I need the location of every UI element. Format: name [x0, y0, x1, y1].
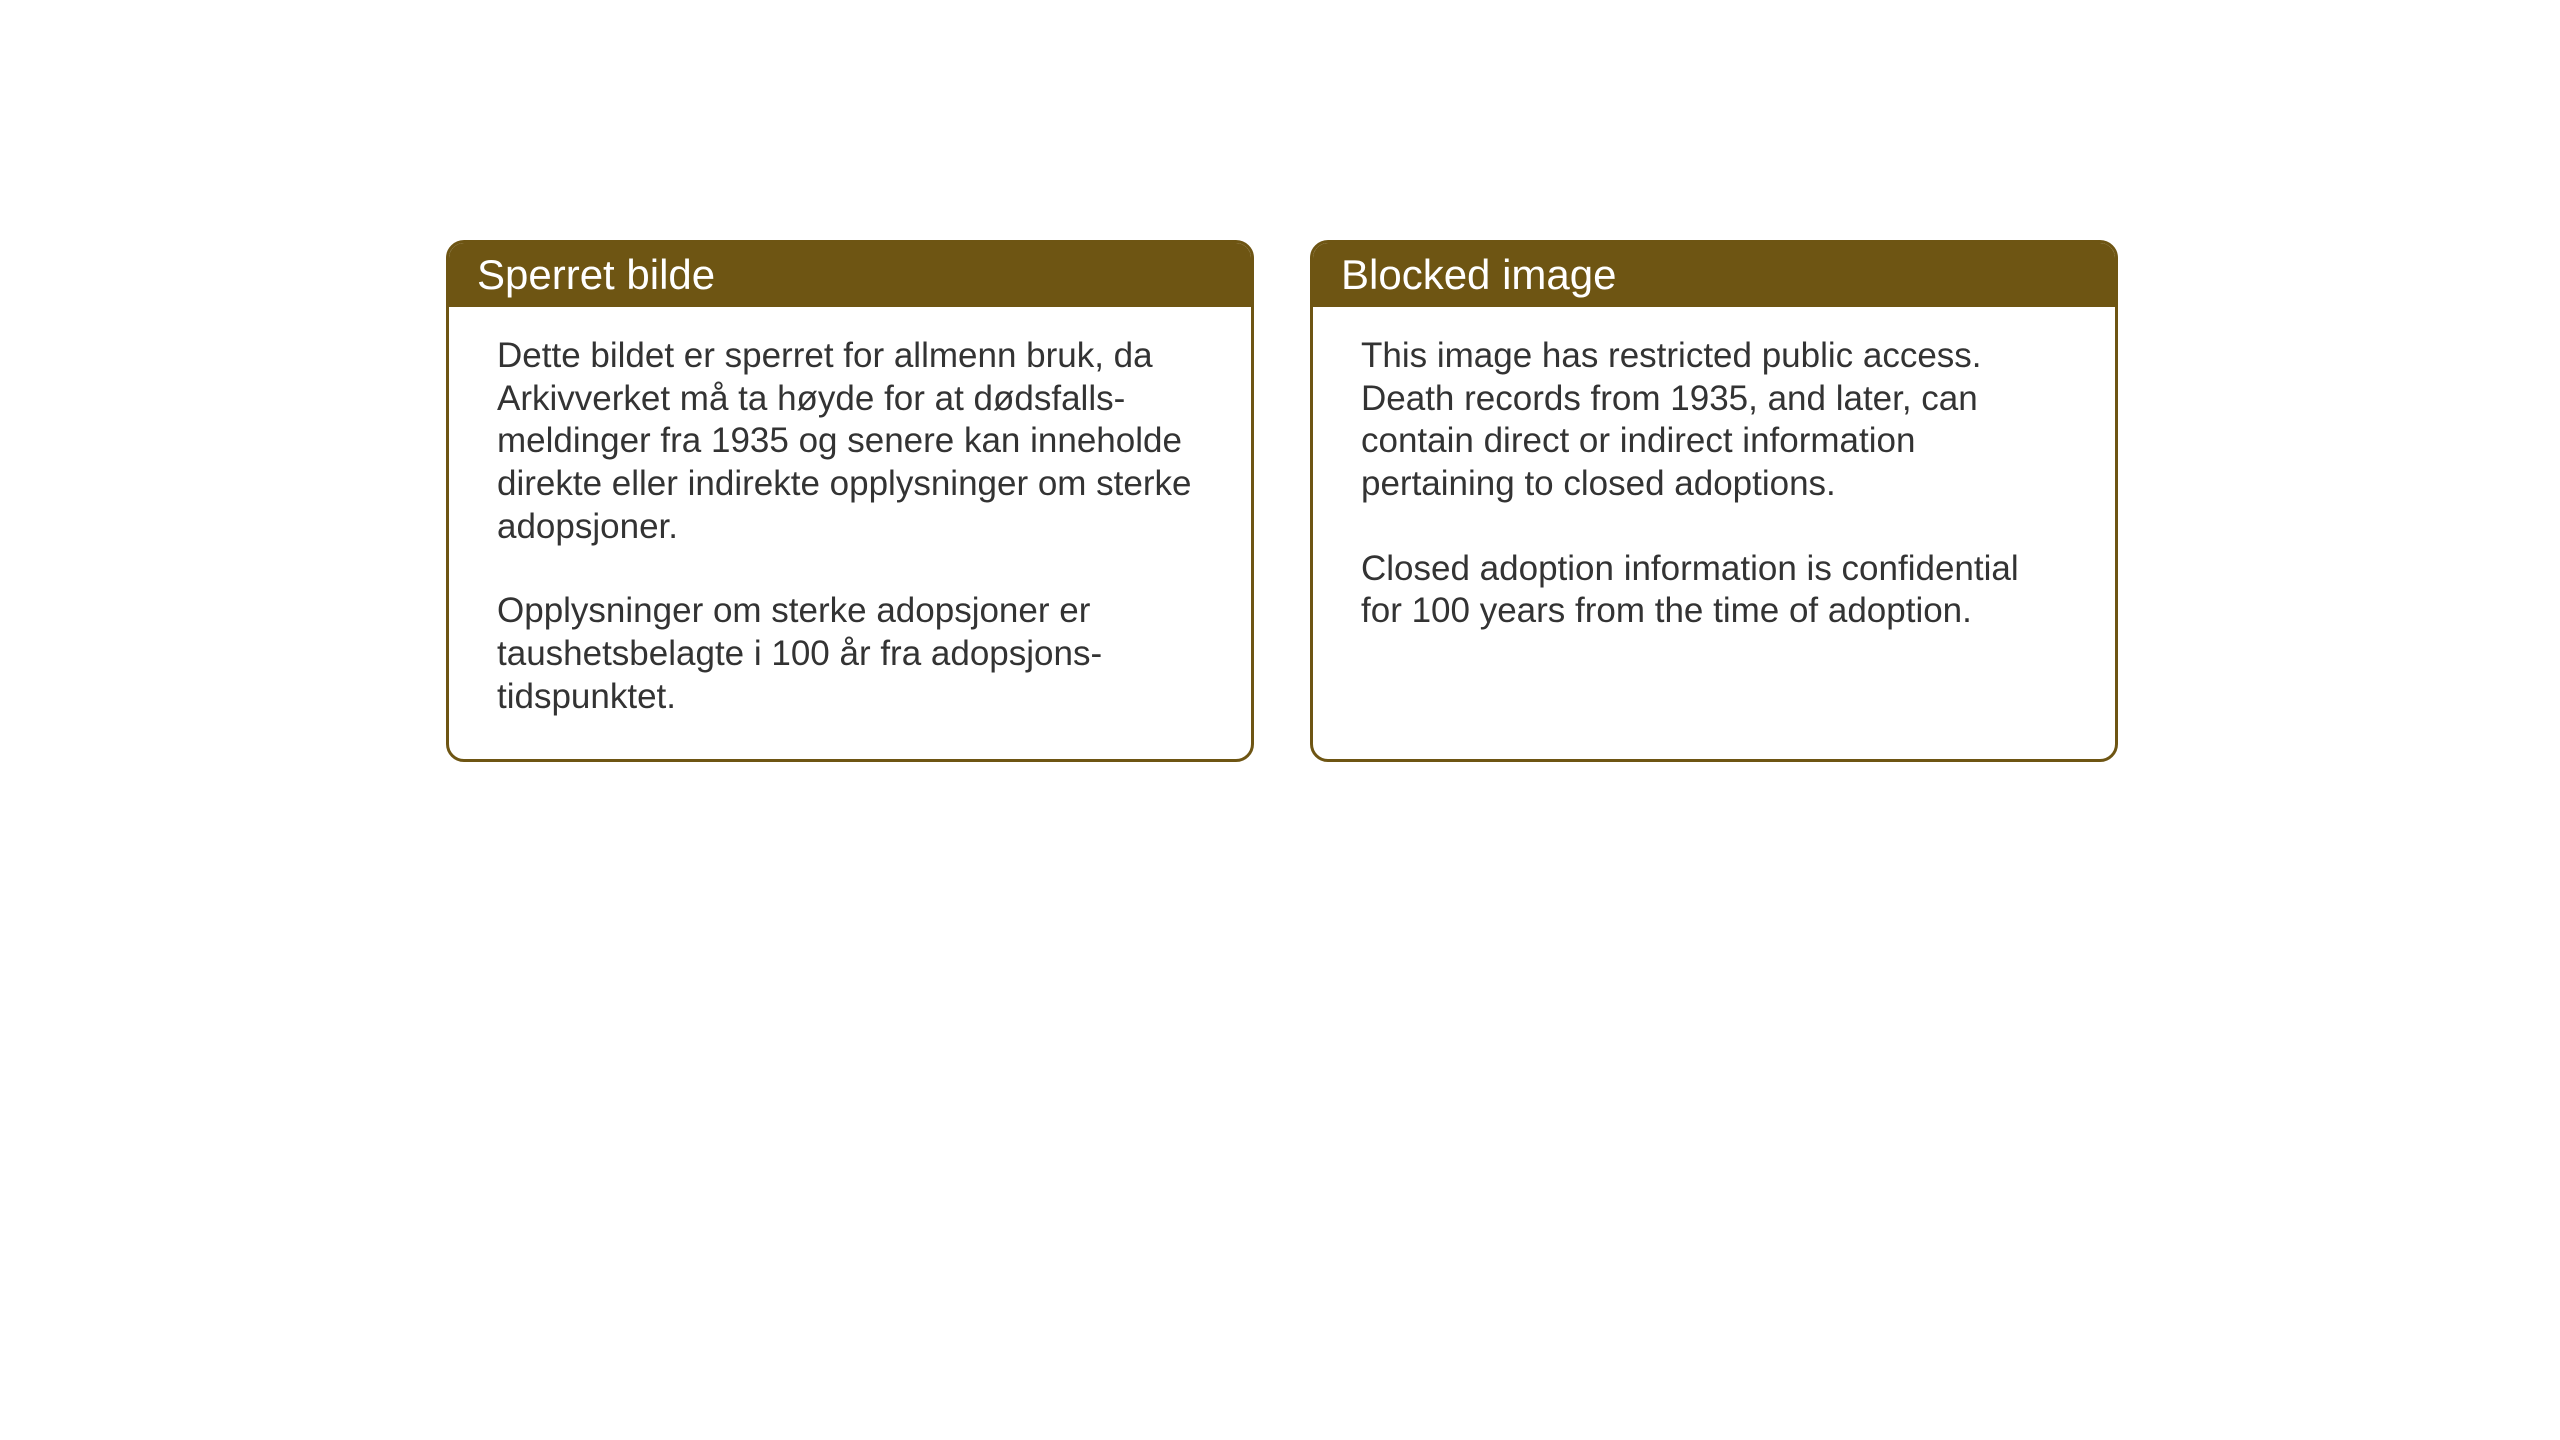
card-title-norwegian: Sperret bilde — [477, 251, 715, 298]
notice-container: Sperret bilde Dette bildet er sperret fo… — [446, 240, 2118, 762]
card-paragraph-norwegian-1: Dette bildet er sperret for allmenn bruk… — [497, 335, 1203, 548]
card-header-english: Blocked image — [1313, 243, 2115, 307]
card-body-english: This image has restricted public access.… — [1313, 307, 2115, 673]
notice-card-english: Blocked image This image has restricted … — [1310, 240, 2118, 762]
card-paragraph-english-1: This image has restricted public access.… — [1361, 335, 2067, 506]
card-paragraph-english-2: Closed adoption information is confident… — [1361, 548, 2067, 633]
card-paragraph-norwegian-2: Opplysninger om sterke adopsjoner er tau… — [497, 590, 1203, 718]
card-title-english: Blocked image — [1341, 251, 1616, 298]
notice-card-norwegian: Sperret bilde Dette bildet er sperret fo… — [446, 240, 1254, 762]
card-header-norwegian: Sperret bilde — [449, 243, 1251, 307]
card-body-norwegian: Dette bildet er sperret for allmenn bruk… — [449, 307, 1251, 759]
